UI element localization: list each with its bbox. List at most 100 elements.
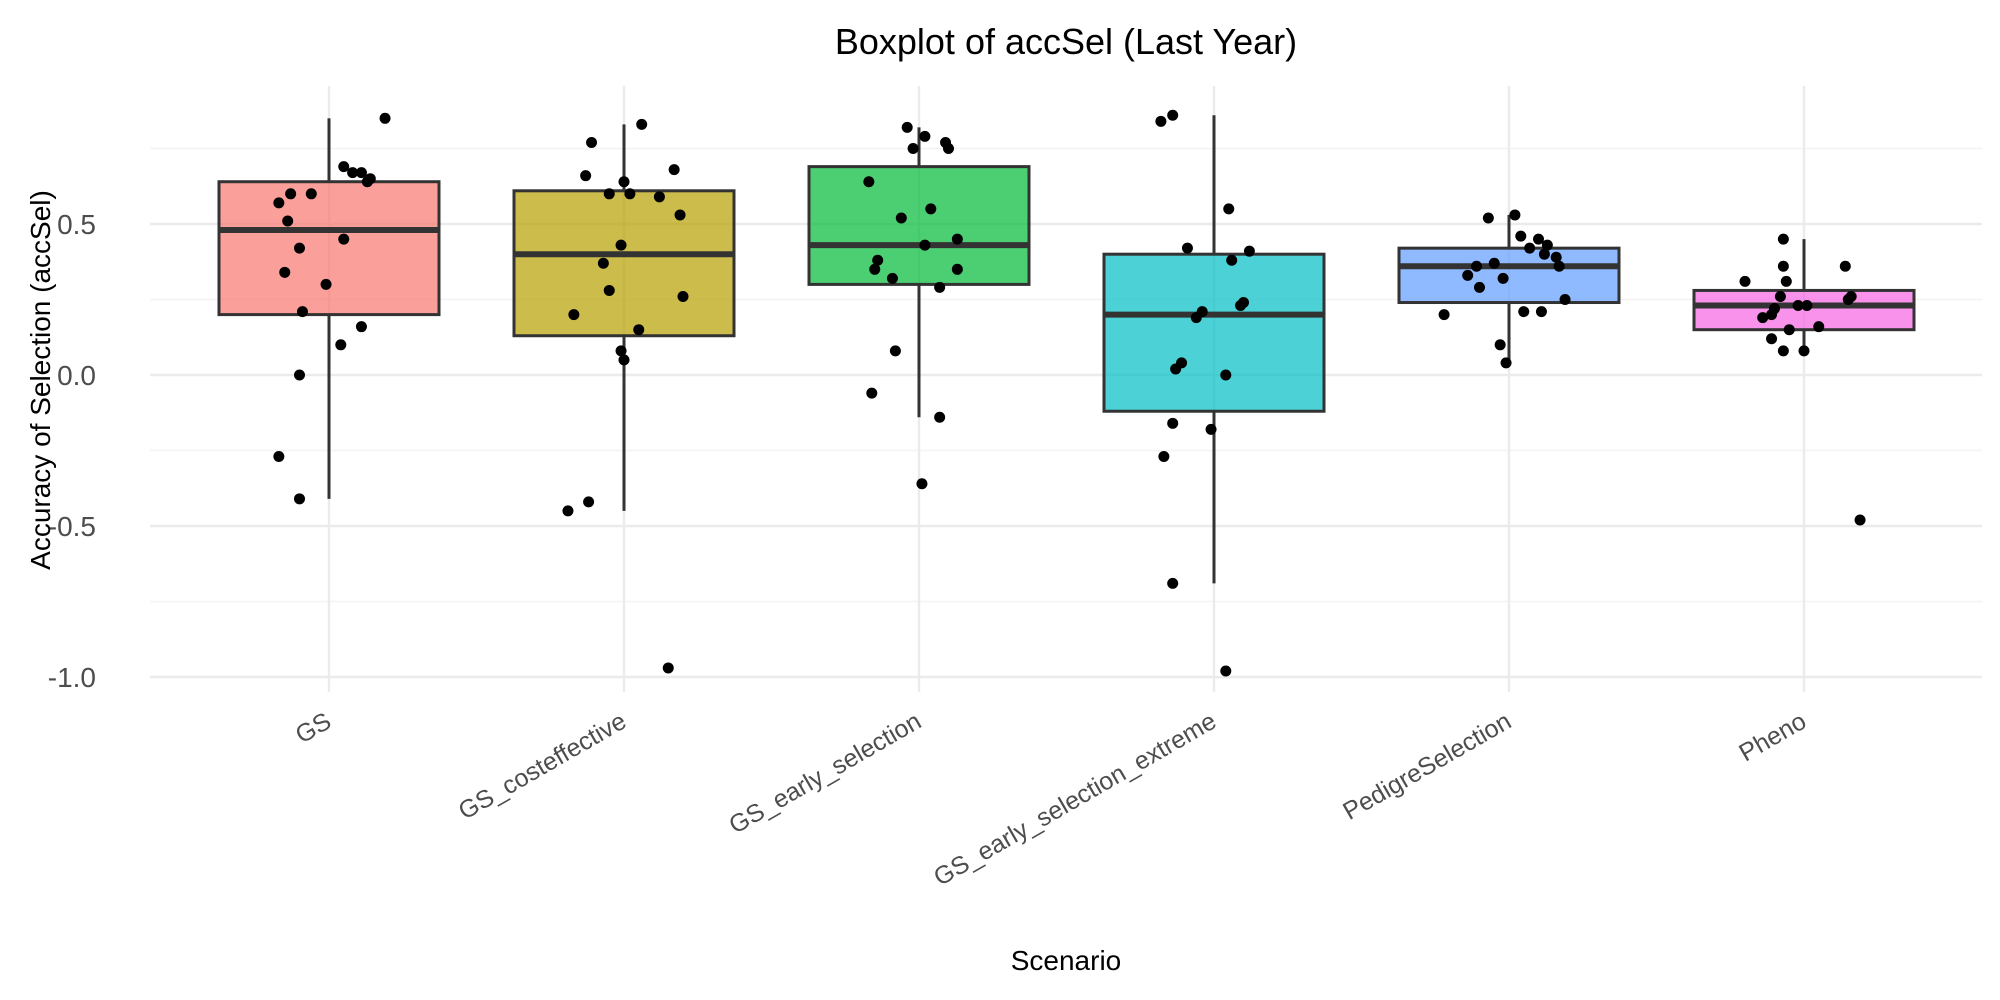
data-point — [562, 505, 574, 517]
data-point — [925, 203, 937, 215]
data-point — [1553, 260, 1565, 272]
data-point — [1777, 345, 1789, 357]
data-point — [1438, 309, 1450, 321]
data-point — [1839, 260, 1851, 272]
data-point — [361, 176, 373, 188]
data-point — [886, 272, 898, 284]
data-point — [916, 478, 928, 490]
chart-title: Boxplot of accSel (Last Year) — [835, 21, 1297, 62]
data-point — [1497, 272, 1509, 284]
data-point — [889, 345, 901, 357]
data-point — [294, 369, 305, 381]
data-point — [1509, 209, 1521, 221]
data-point — [1774, 290, 1786, 302]
data-point — [934, 411, 946, 423]
box-body — [807, 165, 1031, 286]
data-point — [273, 451, 285, 463]
data-point — [1167, 577, 1179, 589]
data-point — [1854, 514, 1866, 526]
data-point — [1494, 339, 1506, 351]
x-tick-label: Pheno — [1734, 707, 1811, 767]
data-point — [1167, 109, 1179, 121]
data-point — [1559, 294, 1571, 305]
data-point — [1524, 242, 1536, 254]
data-point — [1792, 300, 1804, 312]
data-point — [1777, 233, 1789, 245]
boxplot-series — [217, 115, 1916, 584]
data-point — [869, 263, 881, 275]
data-point — [1462, 269, 1474, 281]
box-body — [1397, 246, 1621, 305]
data-point — [919, 239, 931, 251]
data-point — [379, 112, 391, 124]
y-axis-ticks: -1.0 -0.5 0.0 0.5 — [48, 209, 96, 693]
data-point — [1769, 303, 1780, 315]
data-point — [943, 143, 954, 154]
box-GS_costeffective — [512, 124, 736, 511]
data-point — [603, 188, 615, 200]
data-point — [294, 242, 305, 254]
data-point — [1777, 260, 1789, 272]
data-point — [1205, 423, 1217, 435]
data-point — [1801, 300, 1813, 312]
data-point — [1541, 239, 1553, 251]
data-point — [586, 136, 598, 148]
data-point — [1238, 297, 1249, 309]
data-point — [296, 306, 308, 318]
data-point — [1550, 251, 1562, 263]
data-point — [580, 170, 592, 182]
box-GS_early_selection — [807, 127, 1031, 418]
data-point — [677, 290, 689, 302]
data-point — [347, 167, 359, 179]
data-point — [335, 339, 347, 351]
x-axis-title: Scenario — [1011, 945, 1122, 976]
y-axis-title: Accuracy of Selection (accSel) — [25, 190, 56, 570]
data-point — [1533, 233, 1544, 245]
y-tick-label: -0.5 — [48, 511, 96, 542]
data-point — [951, 233, 963, 245]
box-Pheno — [1692, 239, 1916, 351]
data-point — [1766, 333, 1778, 345]
data-point — [1500, 357, 1512, 369]
data-point — [1471, 260, 1483, 272]
data-point — [1181, 242, 1193, 254]
data-point — [603, 284, 615, 296]
data-point — [320, 278, 332, 290]
data-point — [624, 188, 636, 200]
data-point — [279, 266, 291, 278]
data-point — [615, 239, 627, 251]
x-tick-label: GS_early_selection_extreme — [929, 707, 1221, 892]
box-body — [1102, 252, 1326, 413]
data-point — [282, 215, 294, 227]
y-tick-label: -1.0 — [48, 662, 96, 693]
data-point — [355, 321, 367, 333]
box-GS_early_selection_extreme — [1102, 115, 1326, 584]
x-tick-label: GS_costeffective — [454, 707, 631, 826]
data-point — [1813, 321, 1825, 333]
data-point — [597, 257, 609, 269]
data-point — [1538, 248, 1550, 260]
data-point — [1474, 281, 1485, 293]
data-point — [1158, 451, 1170, 463]
data-point — [285, 188, 297, 200]
data-point — [951, 263, 963, 275]
data-point — [1757, 312, 1769, 324]
box-GS — [217, 118, 441, 499]
data-point — [1739, 275, 1751, 287]
data-point — [1515, 230, 1527, 242]
x-axis-ticks: GS GS_costeffective GS_early_selection GS_e… — [291, 707, 1811, 892]
data-point — [633, 324, 645, 336]
data-point — [1167, 417, 1179, 429]
data-point — [305, 188, 317, 200]
data-point — [583, 496, 595, 508]
data-point — [919, 130, 931, 142]
data-point — [1190, 312, 1202, 324]
data-point — [662, 662, 674, 674]
data-point — [636, 118, 648, 130]
box-body — [217, 180, 441, 317]
data-point — [338, 233, 350, 245]
data-point — [1780, 275, 1792, 287]
data-point — [294, 493, 305, 505]
data-point — [934, 281, 946, 293]
